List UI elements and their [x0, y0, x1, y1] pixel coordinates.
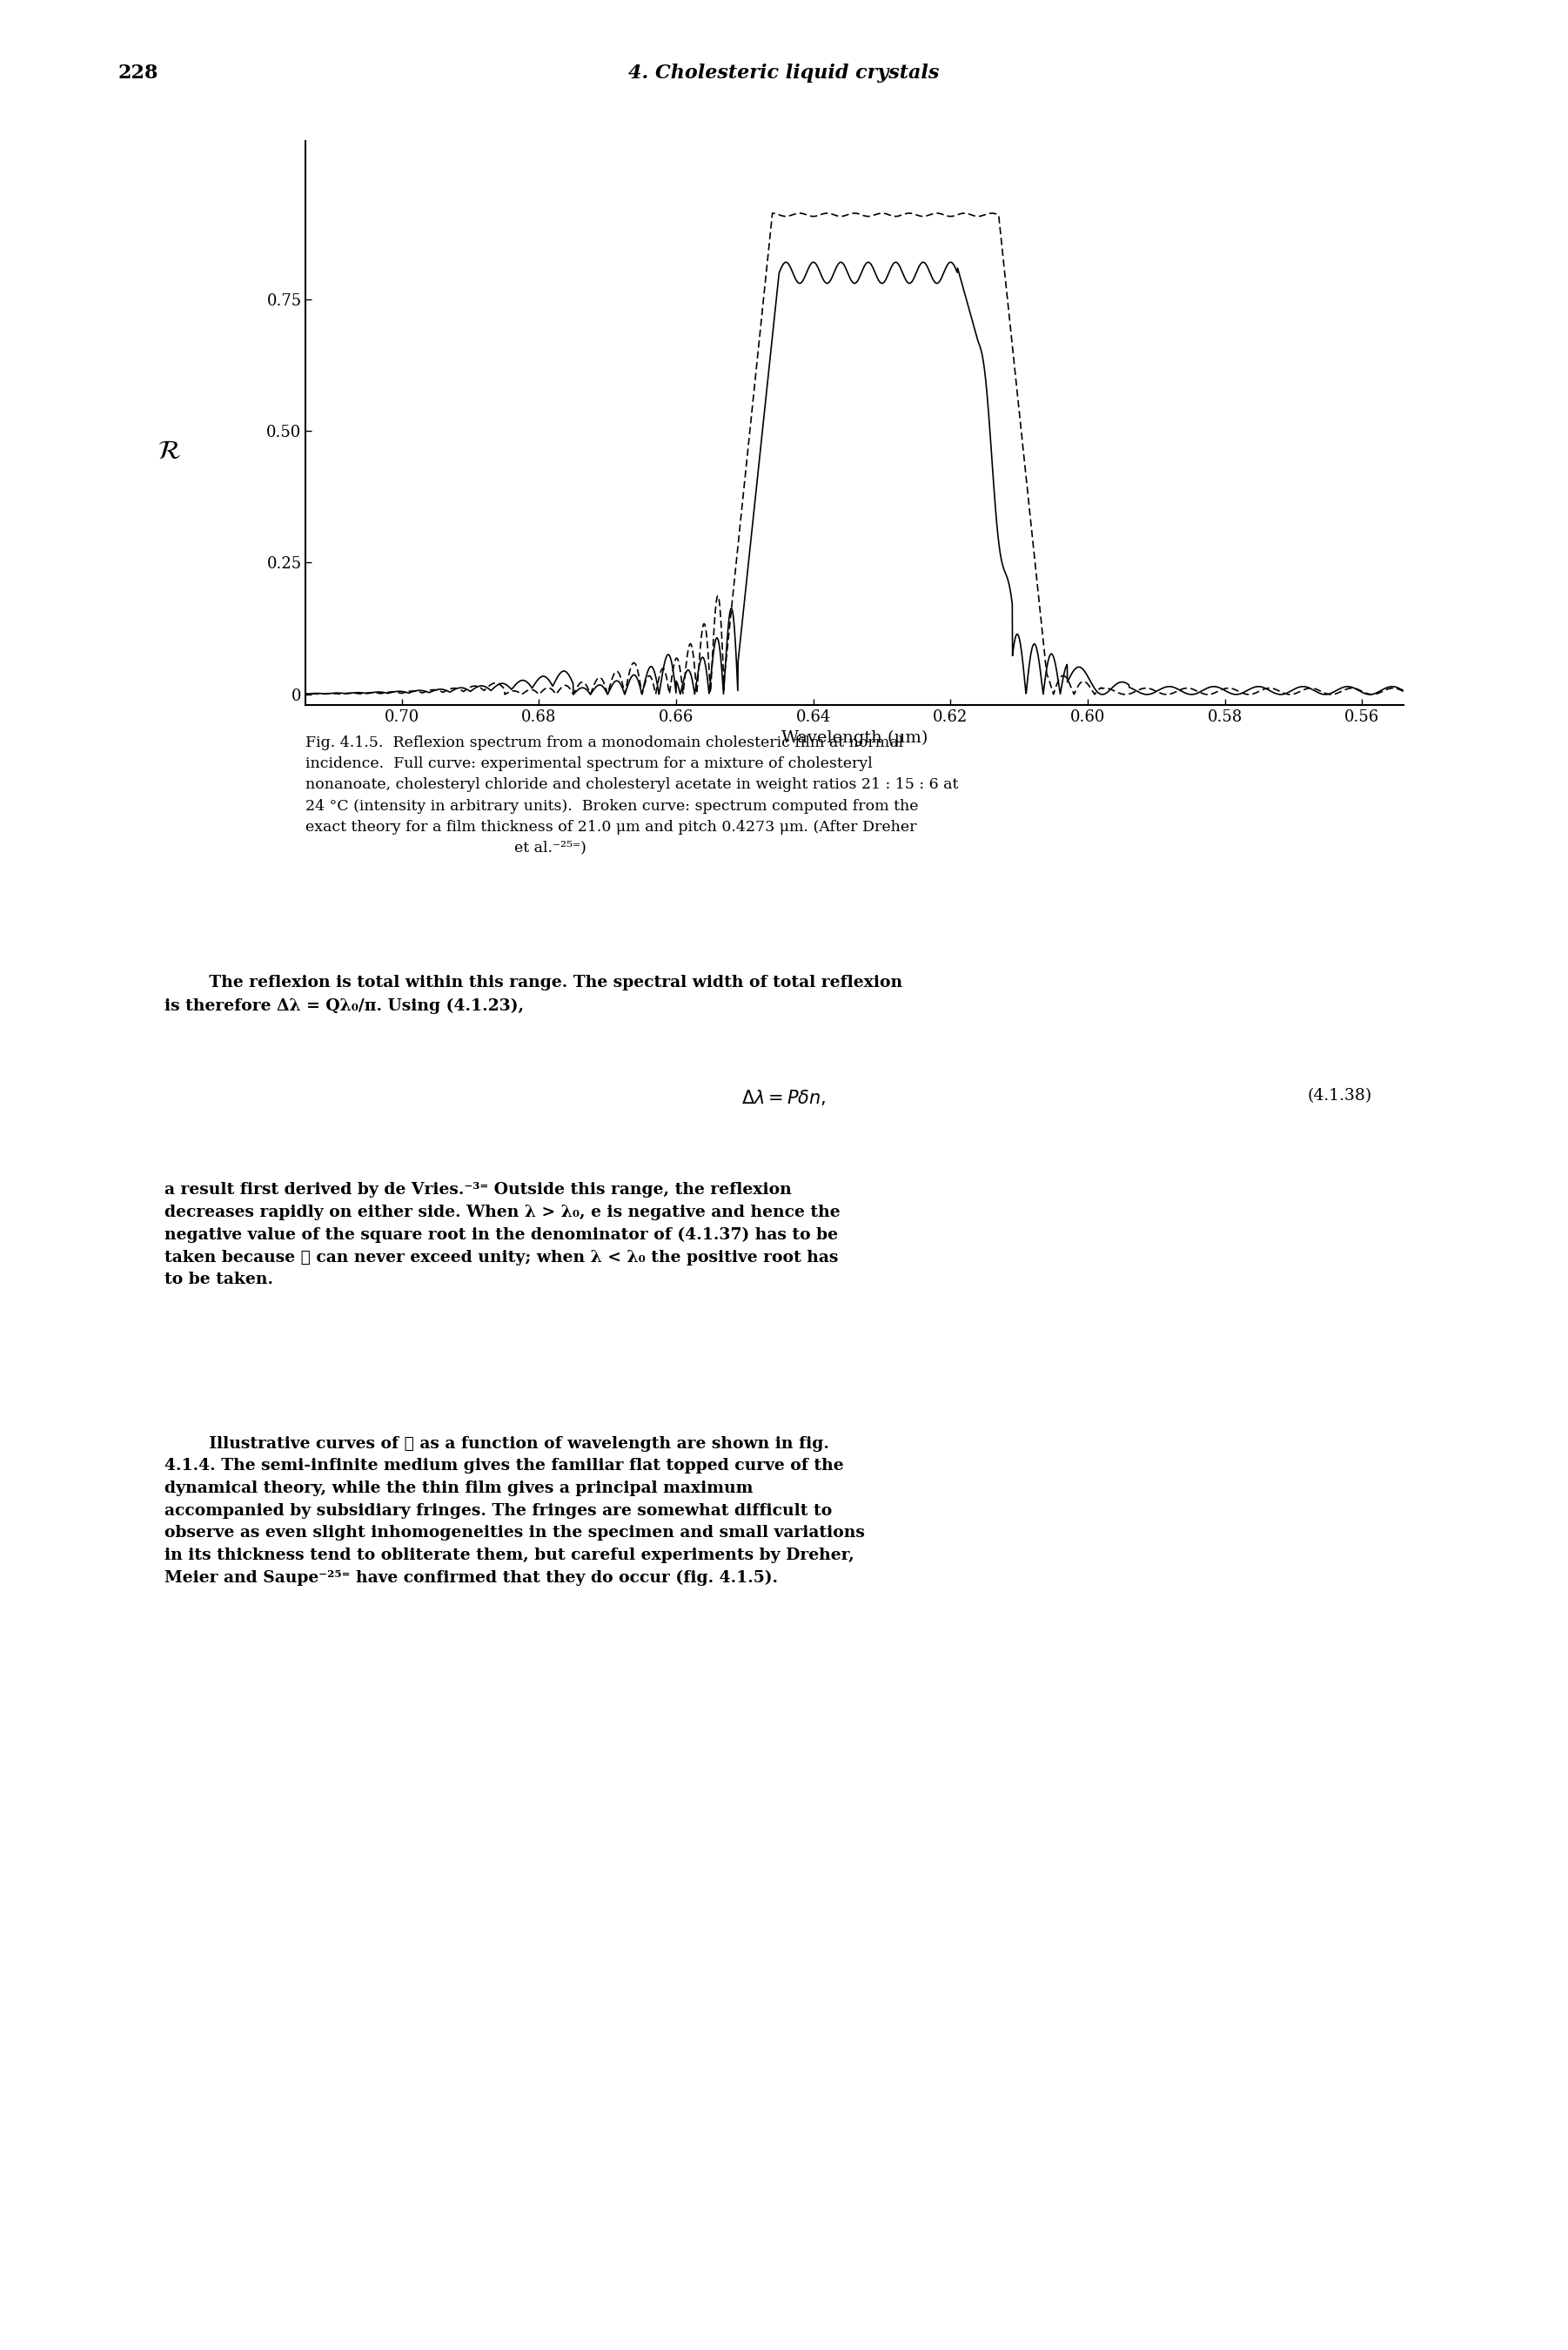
Text: Illustrative curves of ℛ as a function of wavelength are shown in fig.
4.1.4. Th: Illustrative curves of ℛ as a function o…	[165, 1436, 866, 1586]
Text: The reflexion is total within this range. The spectral width of total reflexion
: The reflexion is total within this range…	[165, 975, 903, 1013]
Text: (4.1.38): (4.1.38)	[1308, 1088, 1372, 1104]
Text: a result first derived by de Vries.⁻³⁼ Outside this range, the reflexion
decreas: a result first derived by de Vries.⁻³⁼ O…	[165, 1182, 840, 1288]
Text: Fig. 4.1.5.  Reflexion spectrum from a monodomain cholesteric film at normal
inc: Fig. 4.1.5. Reflexion spectrum from a mo…	[306, 736, 958, 855]
Text: 4. Cholesteric liquid crystals: 4. Cholesteric liquid crystals	[629, 63, 939, 82]
Text: 228: 228	[118, 63, 158, 82]
X-axis label: Wavelength (μm): Wavelength (μm)	[781, 731, 928, 745]
Text: $\mathcal{R}$: $\mathcal{R}$	[158, 439, 180, 463]
Text: $\Delta\lambda = P\delta n,$: $\Delta\lambda = P\delta n,$	[742, 1088, 826, 1107]
